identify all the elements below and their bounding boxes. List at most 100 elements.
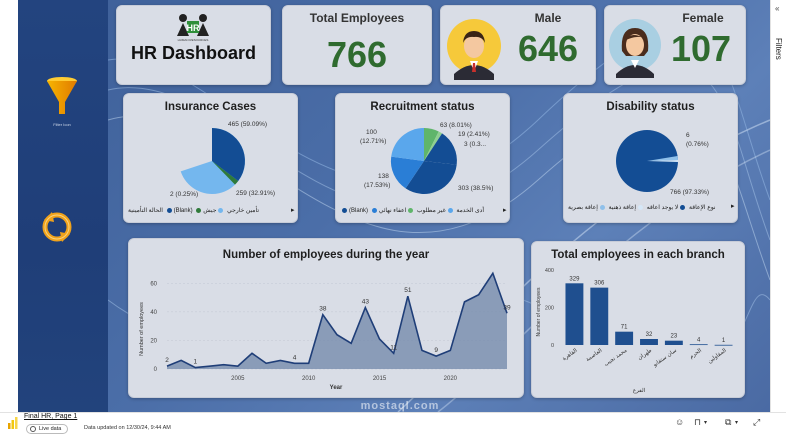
- bar-chart-title: Total employees in each branch: [551, 249, 725, 261]
- insurance-slice-blank[interactable]: [212, 128, 245, 181]
- recruitment-label-b: 19 (2.41%): [458, 131, 490, 138]
- fullscreen-icon[interactable]: ⤢: [753, 417, 761, 427]
- legend-dot: [196, 207, 202, 213]
- recruitment-pie[interactable]: 63 (8.01%) 19 (2.41%) 3 (0.3... 100 (12.…: [336, 116, 511, 204]
- line-chart-area: [167, 273, 507, 369]
- line-chart-ytick: 40: [150, 310, 157, 316]
- line-chart-ytick: 60: [150, 281, 157, 287]
- feedback-icon[interactable]: ☺: [675, 417, 685, 427]
- recruitment-slice-d[interactable]: [391, 127, 424, 161]
- bar-chart-bar[interactable]: [565, 283, 584, 345]
- disability-card[interactable]: Disability status 6 (0.76%) 766 (97.33%)…: [563, 93, 738, 223]
- disability-legend-title: نوع الإعاقة: [688, 205, 716, 211]
- bar-chart-bar[interactable]: [714, 344, 733, 346]
- recruitment-label-f: 303 (38.5%): [458, 185, 493, 192]
- bar-chart-data-label: 4: [697, 337, 701, 343]
- bar-chart[interactable]: Number of employees الفرع 0 200 400 329 القا…: [532, 242, 746, 399]
- refresh-icon[interactable]: [40, 208, 74, 246]
- bar-chart-bar[interactable]: [664, 340, 683, 345]
- insurance-legend-1: تأمين خارجي: [227, 208, 260, 214]
- line-chart-card[interactable]: Number of employees during the year Numb…: [128, 238, 524, 398]
- bar-chart-bar[interactable]: [689, 344, 708, 346]
- recruitment-title: Recruitment status: [370, 101, 475, 113]
- dashboard-title: HR Dashboard: [130, 43, 256, 63]
- filters-pane[interactable]: « Filters: [770, 0, 786, 412]
- page-link[interactable]: Final HR, Page 1: [24, 413, 78, 420]
- filters-label: Filters: [774, 38, 783, 60]
- insurance-legend-title: الحالة التأمينية: [128, 208, 163, 214]
- bar-chart-bar[interactable]: [640, 339, 658, 345]
- recruitment-slice-e[interactable]: [390, 156, 424, 189]
- live-data-label: Live data: [39, 426, 62, 432]
- kpi-total-card[interactable]: Total Employees 766: [282, 5, 432, 85]
- legend-dot: [408, 207, 414, 213]
- recruitment-label-e: 138: [378, 173, 389, 180]
- live-data-icon: [30, 426, 36, 432]
- bar-chart-ytick: 400: [545, 268, 554, 274]
- disability-slice-visual[interactable]: [647, 156, 678, 161]
- hr-logo-icon: HR HUMAN RESOURCES: [177, 14, 209, 42]
- line-chart-xlabel: Year: [330, 385, 343, 391]
- legend-next-icon[interactable]: ▸: [291, 207, 295, 214]
- legend-dot: [166, 207, 172, 213]
- disability-pie[interactable]: 6 (0.76%) 766 (97.33%): [564, 116, 739, 204]
- line-chart-data-label: 39: [503, 304, 511, 311]
- recruitment-slice-f[interactable]: [405, 161, 457, 194]
- status-bar: Final HR, Page 1 Live data Data updated …: [0, 412, 786, 434]
- recruitment-label-e2: (17.53%): [364, 182, 390, 189]
- svg-text:HUMAN RESOURCES: HUMAN RESOURCES: [178, 38, 209, 42]
- share-dropdown-icon[interactable]: ▾: [735, 420, 739, 426]
- legend-dot: [218, 207, 224, 213]
- bar-chart-xlabel: الفرع: [633, 387, 646, 394]
- line-chart-xtick: 2020: [444, 376, 458, 382]
- recruitment-label-d: 100: [366, 129, 377, 136]
- kpi-female-value: 107: [670, 28, 732, 69]
- line-chart-ytick: 20: [150, 338, 157, 344]
- title-card: HR HUMAN RESOURCES HR Dashboard: [116, 5, 271, 85]
- bar-chart-card[interactable]: Total employees in each branch Number of…: [531, 241, 745, 398]
- insurance-card[interactable]: Insurance Cases 465 (59.09%) 259 (32.91%…: [123, 93, 298, 223]
- line-chart-series[interactable]: [166, 271, 508, 369]
- bar-chart-category-label: المقاولين: [707, 347, 728, 364]
- insurance-slice-external[interactable]: [212, 161, 239, 185]
- insurance-pie[interactable]: 465 (59.09%) 259 (32.91%) 2 (0.25%): [124, 116, 299, 204]
- insurance-legend: الحالة التأمينية (Blank) تأمين خارجي جيش: [128, 207, 259, 214]
- line-chart-xtick: 2010: [302, 376, 316, 382]
- recruitment-legend-1: أدى الخدمة: [456, 208, 485, 214]
- bar-chart-bar[interactable]: [590, 287, 609, 345]
- legend-dot: [371, 207, 377, 213]
- line-chart-ytick: 0: [154, 367, 158, 373]
- pin-icon[interactable]: ⊓: [694, 417, 702, 427]
- bar-chart-bar[interactable]: [615, 331, 634, 345]
- recruitment-slice-b[interactable]: [424, 131, 443, 162]
- recruitment-slice-f-top[interactable]: [424, 133, 457, 165]
- line-chart[interactable]: Number of employees Year 0 20 40 60 2005 2010…: [129, 239, 525, 399]
- watermark: mostaql.com: [360, 400, 440, 412]
- recruitment-label-d2: (12.71%): [360, 138, 386, 145]
- legend-next-icon[interactable]: ▸: [731, 203, 735, 210]
- line-chart-data-label: 1: [194, 359, 198, 366]
- funnel-icon[interactable]: [44, 76, 80, 124]
- line-chart-title: Number of employees during the year: [222, 249, 430, 261]
- line-chart-data-label: 38: [319, 306, 327, 313]
- line-chart-data-label: 11: [390, 344, 397, 351]
- sidebar: [18, 0, 108, 412]
- disability-slice-mental[interactable]: [647, 160, 679, 162]
- share-icon[interactable]: ⧉: [725, 417, 732, 427]
- recruitment-slice-a[interactable]: [424, 128, 439, 161]
- bar-chart-category-label: القاهرة: [562, 347, 579, 362]
- legend-next-icon[interactable]: ▸: [503, 207, 507, 214]
- filter-icon-caption: Filter Icon: [53, 122, 71, 127]
- kpi-female-card[interactable]: Female 107: [604, 5, 746, 85]
- live-data-badge[interactable]: Live data: [26, 424, 69, 434]
- insurance-legend-2: جيش: [203, 208, 217, 214]
- line-chart-data-label: 4: [293, 354, 297, 361]
- recruitment-card[interactable]: Recruitment status 63 (8.01%) 19 (2.41%)…: [335, 93, 510, 223]
- kpi-male-card[interactable]: Male 646: [440, 5, 596, 85]
- pin-dropdown-icon[interactable]: ▾: [704, 420, 708, 426]
- disability-legend-2: إعاقة بصرية: [568, 205, 598, 211]
- kpi-total-value: 766: [326, 34, 388, 75]
- disability-label-big: 766 (97.33%): [670, 189, 709, 196]
- kpi-female-label: Female: [682, 11, 724, 25]
- filters-collapse-icon[interactable]: «: [775, 4, 780, 13]
